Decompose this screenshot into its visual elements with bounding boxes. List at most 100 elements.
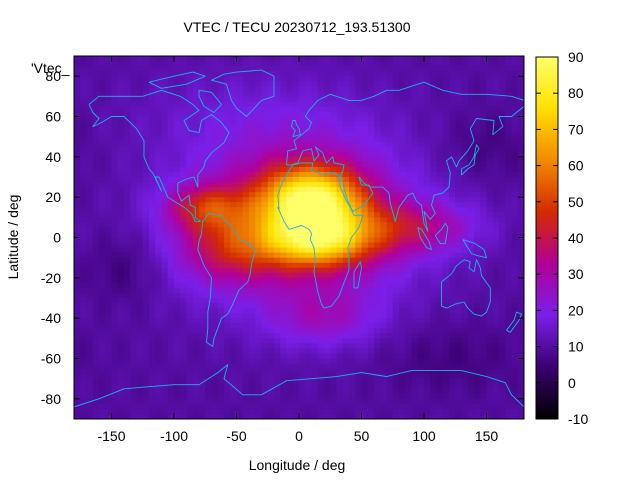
heatmap-cell [167,156,175,163]
heatmap-cell [105,202,113,208]
heatmap-cell [505,166,513,173]
heatmap-cell [367,403,375,410]
heatmap-cell [174,343,181,350]
heatmap-cell [311,232,319,239]
heatmap-cell [161,318,169,324]
heatmap-cell [192,413,200,419]
heatmap-cell [249,136,256,143]
heatmap-cell [186,358,194,365]
heatmap-cell [211,197,219,203]
heatmap-cell [330,141,338,148]
heatmap-cell [499,363,506,370]
heatmap-cell [80,338,88,344]
heatmap-cell [149,282,156,289]
heatmap-cell [486,141,494,148]
heatmap-cell [492,363,500,370]
heatmap-cell [255,116,263,123]
heatmap-cell [199,368,206,375]
heatmap-cell [399,192,406,198]
heatmap-cell [130,61,138,67]
heatmap-cell [436,378,444,385]
heatmap-cell [299,111,306,118]
heatmap-cell [136,61,144,67]
heatmap-cell [192,56,200,62]
heatmap-cell [142,287,150,294]
heatmap-cell [317,373,325,380]
heatmap-cell [174,232,181,239]
heatmap-cell [180,177,188,183]
heatmap-cell [99,333,106,339]
heatmap-cell [361,363,369,370]
heatmap-cell [436,313,444,319]
heatmap-cell [417,368,425,375]
heatmap-cell [192,408,200,415]
heatmap-cell [305,242,313,249]
heatmap-cell [461,383,469,390]
heatmap-cell [186,292,194,299]
heatmap-cell [205,156,213,163]
heatmap-cell [80,292,88,299]
heatmap-cell [380,207,388,213]
heatmap-cell [161,383,169,390]
heatmap-cell [442,247,450,254]
heatmap-cell [255,287,263,294]
heatmap-cell [374,247,381,254]
heatmap-cell [317,363,325,370]
heatmap-cell [492,237,500,244]
heatmap-cell [136,308,144,314]
heatmap-cell [430,141,438,148]
heatmap-cell [180,171,188,178]
heatmap-cell [392,363,400,370]
heatmap-cell [467,358,475,365]
heatmap-cell [186,333,194,339]
heatmap-cell [336,313,344,319]
heatmap-cell [480,177,488,183]
heatmap-cell [74,91,81,97]
heatmap-cell [167,368,175,375]
heatmap-cell [374,101,381,108]
heatmap-cell [211,323,219,329]
heatmap-cell [92,71,100,77]
heatmap-cell [99,81,106,87]
heatmap-cell [342,277,350,284]
heatmap-cell [374,161,381,168]
heatmap-cell [192,146,200,153]
heatmap-cell [330,76,338,82]
heatmap-cell [449,252,456,259]
heatmap-cell [324,348,331,355]
heatmap-cell [449,86,456,92]
heatmap-cell [180,222,188,229]
heatmap-cell [92,207,100,213]
heatmap-cell [124,136,131,143]
heatmap-cell [224,358,231,365]
heatmap-cell [186,111,194,118]
heatmap-cell [161,212,169,218]
heatmap-cell [386,151,394,158]
heatmap-cell [255,353,263,360]
heatmap-cell [467,182,475,188]
heatmap-cell [167,227,175,234]
heatmap-cell [155,237,163,244]
heatmap-cell [205,353,213,360]
heatmap-cell [80,66,88,72]
heatmap-cell [374,383,381,390]
heatmap-cell [455,282,463,289]
heatmap-cell [111,267,119,274]
heatmap-cell [186,313,194,319]
heatmap-cell [505,71,513,77]
heatmap-cell [405,308,413,314]
heatmap-cell [130,358,138,365]
heatmap-cell [186,171,194,178]
heatmap-cell [142,171,150,178]
heatmap-cell [317,71,325,77]
heatmap-cell [455,136,463,143]
heatmap-cell [167,252,175,259]
heatmap-cell [192,313,200,319]
heatmap-cell [211,343,219,350]
heatmap-cell [411,323,419,329]
heatmap-cell [105,348,113,355]
heatmap-cell [486,56,494,62]
heatmap-cell [236,126,244,133]
heatmap-cell [299,232,306,239]
